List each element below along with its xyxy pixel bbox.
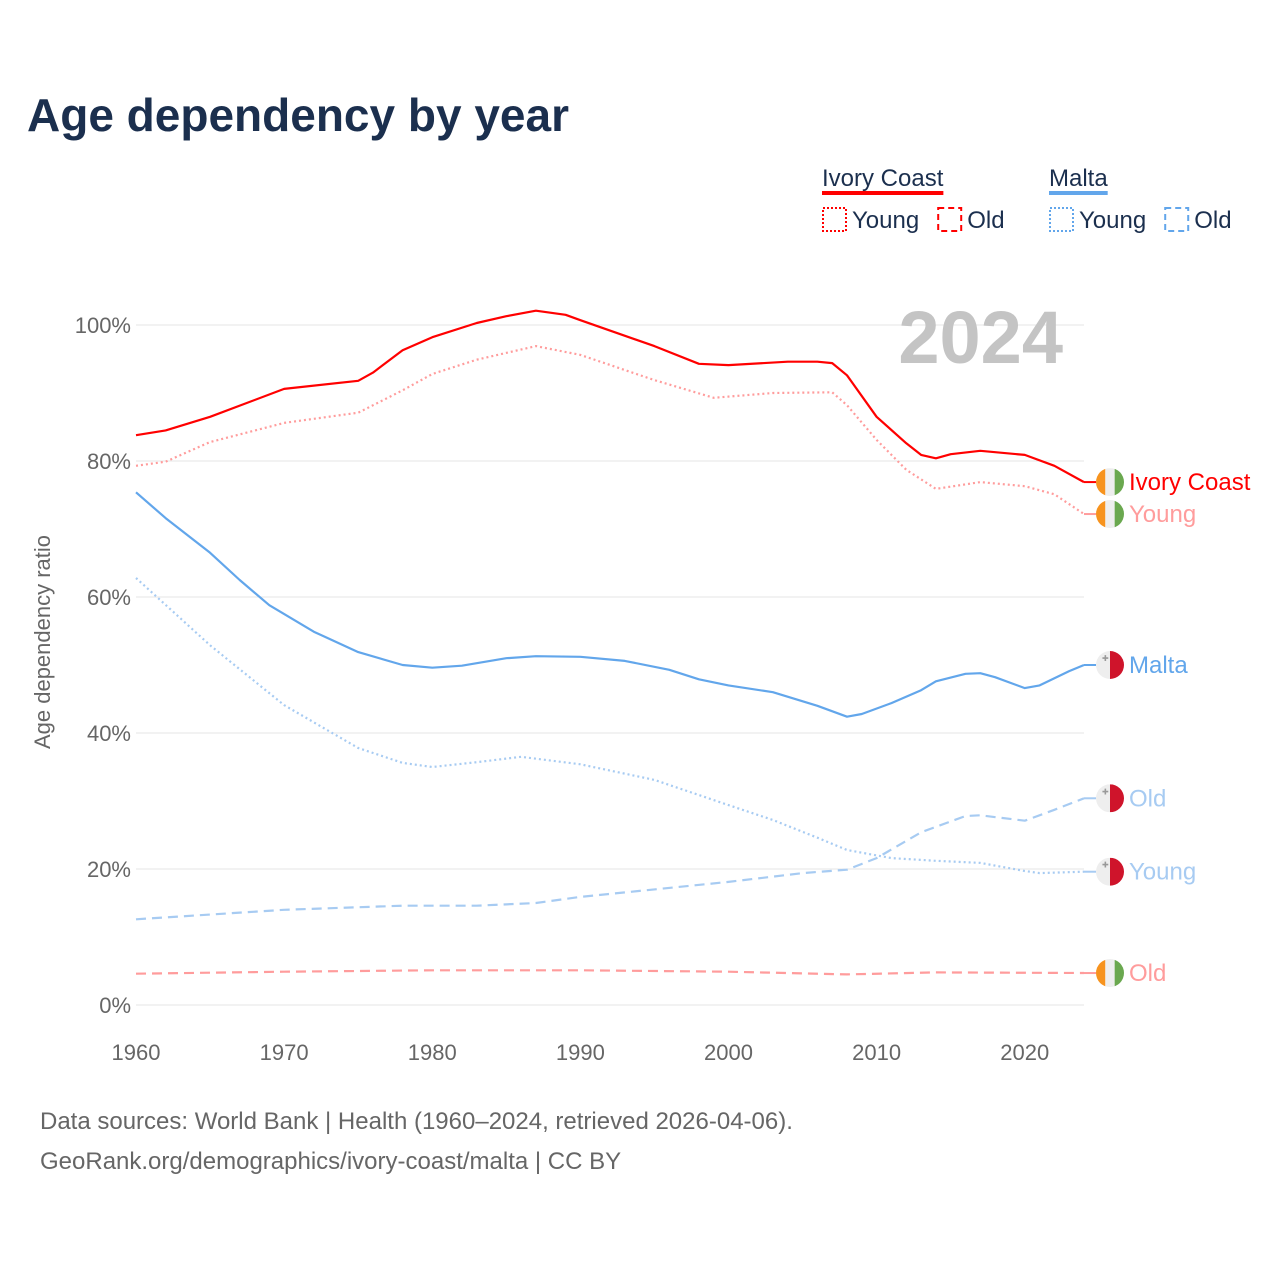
flag-stripe	[1096, 857, 1110, 886]
y-tick-label: 100%	[75, 313, 131, 338]
george-cross-icon: ✚	[1102, 787, 1109, 796]
end-label: Young	[1129, 859, 1196, 886]
x-tick-label: 2020	[1000, 1040, 1049, 1065]
x-tick-label: 1960	[112, 1040, 161, 1065]
flag-stripe	[1096, 651, 1110, 679]
flag-stripe	[1110, 784, 1124, 813]
malta-flag-icon: ✚	[1096, 651, 1124, 679]
george-cross-icon: ✚	[1102, 654, 1109, 663]
series-line-malta-old	[135, 797, 1085, 921]
flag-stripe	[1105, 468, 1115, 497]
source-text: Data sources: World Bank | Health (1960–…	[40, 1108, 793, 1135]
george-cross-icon: ✚	[1102, 861, 1109, 870]
y-axis-label: Age dependency ratio	[30, 535, 55, 749]
flag-stripe	[1096, 784, 1110, 813]
ivory-coast-flag-icon	[1096, 959, 1124, 988]
flag-stripe	[1096, 959, 1106, 988]
legend-item-old[interactable]: Old	[967, 207, 1004, 234]
legend-swatch-old-icon	[1164, 207, 1190, 232]
legend-item-young[interactable]: Young	[852, 207, 919, 234]
series-line-ivory-coast-old	[135, 969, 1085, 976]
source-link[interactable]: GeoRank.org/demographics/ivory-coast/mal…	[40, 1148, 622, 1175]
legend-swatch-old-icon	[937, 207, 963, 232]
legend-item-young[interactable]: Young	[1079, 207, 1146, 234]
ivory-coast-flag-icon	[1096, 500, 1124, 529]
flag-stripe	[1110, 857, 1124, 886]
legend-group-title: Malta	[1049, 165, 1108, 192]
x-tick-label: 2000	[704, 1040, 753, 1065]
year-watermark: 2024	[898, 296, 1063, 379]
flag-stripe	[1114, 468, 1124, 497]
y-tick-label: 60%	[87, 585, 131, 610]
flag-stripe	[1114, 959, 1124, 988]
y-tick-label: 80%	[87, 449, 131, 474]
chart-title: Age dependency by year	[27, 89, 569, 141]
series-line-ivory-coast-young	[135, 345, 1085, 515]
series-line-malta	[135, 491, 1085, 718]
malta-flag-icon: ✚	[1096, 784, 1124, 813]
end-label: Malta	[1129, 652, 1188, 679]
x-tick-label: 1990	[556, 1040, 605, 1065]
legend-group-title: Ivory Coast	[822, 165, 944, 192]
y-tick-label: 20%	[87, 857, 131, 882]
end-label: Ivory Coast	[1129, 469, 1251, 496]
x-tick-label: 2010	[852, 1040, 901, 1065]
x-tick-label: 1980	[408, 1040, 457, 1065]
flag-stripe	[1096, 500, 1106, 529]
flag-stripe	[1114, 500, 1124, 529]
end-label: Old	[1129, 785, 1166, 812]
legend-swatch-young-icon	[1049, 207, 1074, 232]
y-tick-label: 40%	[87, 721, 131, 746]
series-line-ivory-coast	[135, 309, 1085, 484]
malta-flag-icon: ✚	[1096, 857, 1124, 886]
flag-stripe	[1110, 651, 1124, 679]
flag-stripe	[1096, 468, 1106, 497]
x-tick-label: 1970	[260, 1040, 309, 1065]
legend-swatch-young-icon	[822, 207, 847, 232]
flag-stripe	[1105, 500, 1115, 529]
flag-stripe	[1105, 959, 1115, 988]
end-label: Old	[1129, 960, 1166, 987]
legend-item-old[interactable]: Old	[1194, 207, 1231, 234]
end-label: Young	[1129, 501, 1196, 528]
y-tick-label: 0%	[99, 993, 131, 1018]
series-line-malta-young	[135, 577, 1085, 875]
ivory-coast-flag-icon	[1096, 468, 1124, 497]
